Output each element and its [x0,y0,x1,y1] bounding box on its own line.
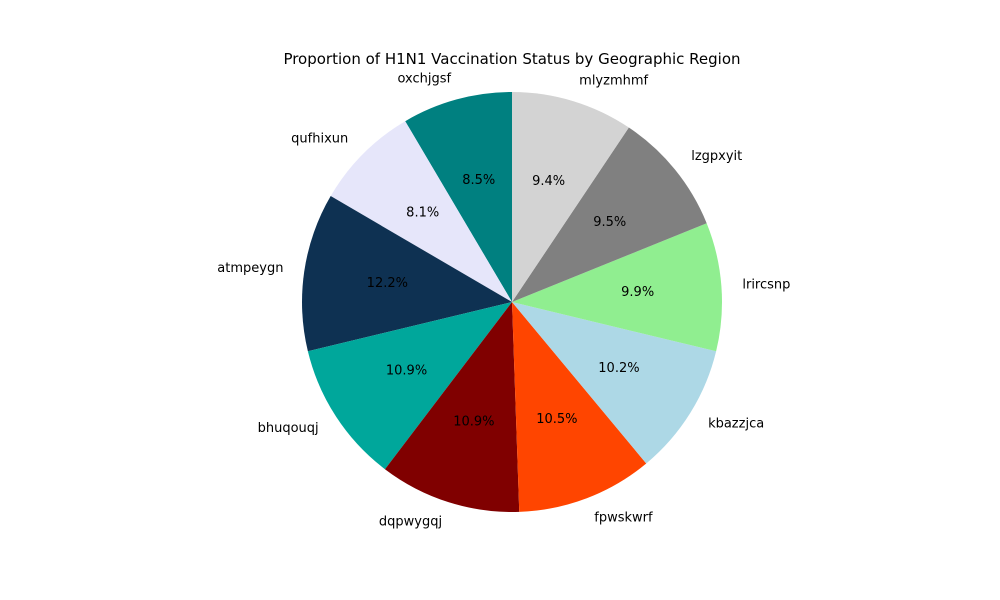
slice-label-lrircsnp: lrircsnp [742,277,790,292]
slice-label-atmpeygn: atmpeygn [217,261,283,276]
pie-slice-fpwskwrf [512,302,647,512]
pie-slice-mlyzmhmf [512,92,629,302]
pct-label-fpwskwrf: 10.5% [536,412,577,427]
pct-label-oxchjgsf: 8.5% [462,173,495,188]
pct-label-qufhixun: 8.1% [406,206,439,221]
slice-label-dqpwygqj: dqpwygqj [379,515,442,530]
pct-label-bhuqouqj: 10.9% [386,363,427,378]
pie-slice-bhuqouqj [307,302,512,470]
percentage-labels: 8.5% 8.1% 12.2% 10.9% 10.9% 10.5% 10.2% 9.9% 9.5… [367,173,654,430]
pie-slice-lrircsnp [512,223,722,352]
pie-slices [302,92,722,512]
slice-label-oxchjgsf: oxchjgsf [397,72,451,87]
slice-labels: oxchjgsf qufhixun atmpeygn bhuqouqj dqpwygqj… [217,72,790,530]
slice-label-fpwskwrf: fpwskwrf [594,510,653,525]
slice-label-kbazzjca: kbazzjca [708,417,764,432]
pie-slice-qufhixun [330,121,512,302]
slice-label-bhuqouqj: bhuqouqj [258,421,319,436]
pct-label-kbazzjca: 10.2% [598,361,639,376]
pie-slice-kbazzjca [512,302,717,464]
slice-label-qufhixun: qufhixun [291,132,348,147]
pct-label-lrircsnp: 9.9% [621,285,654,300]
pie-slice-lzgpxyit [512,127,707,302]
pct-label-mlyzmhmf: 9.4% [532,174,565,189]
pct-label-dqpwygqj: 10.9% [453,415,494,430]
chart-title: Proportion of H1N1 Vaccination Status by… [283,50,740,68]
pct-label-lzgpxyit: 9.5% [593,215,626,230]
pie-slice-atmpeygn [302,196,512,352]
pct-label-atmpeygn: 12.2% [367,276,408,291]
pie-slice-dqpwygqj [384,302,520,512]
pie-slice-oxchjgsf [405,92,512,302]
slice-label-mlyzmhmf: mlyzmhmf [579,73,648,88]
slice-label-lzgpxyit: lzgpxyit [691,149,742,164]
